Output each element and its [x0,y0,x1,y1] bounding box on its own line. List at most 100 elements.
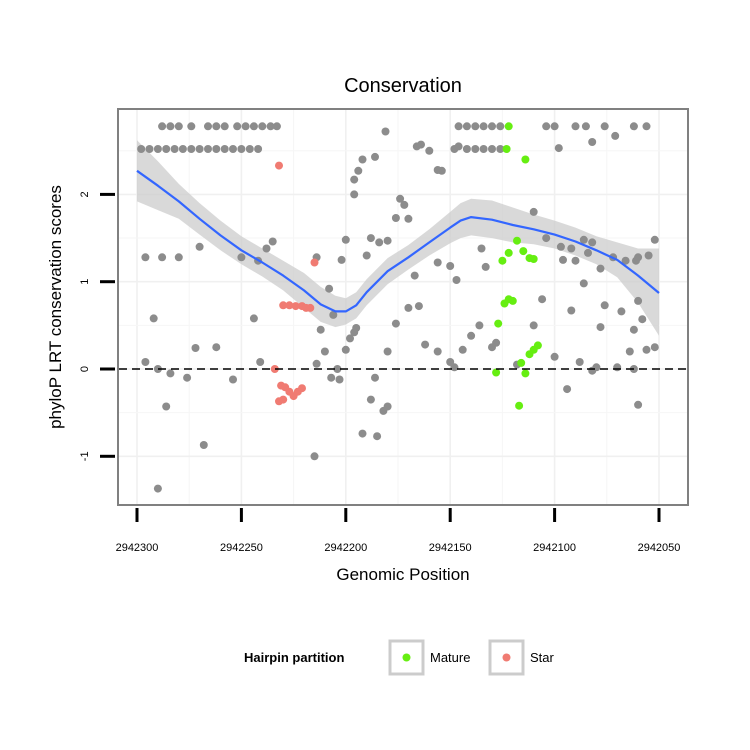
gray-point [350,328,359,337]
gray-point [204,122,212,131]
gray-point [358,429,367,438]
mature-point [529,255,538,263]
star-point [306,303,315,312]
mature-point [515,401,524,410]
gray-point [335,375,344,384]
gray-point [162,145,171,153]
gray-point [229,145,237,153]
gray-point [458,345,467,354]
gray-point [571,122,580,131]
gray-point [170,145,179,153]
legend: Hairpin partition Mature Star [244,639,555,676]
gray-point [613,363,622,372]
gray-point [596,264,605,273]
gray-point [596,323,605,332]
gray-point [371,373,379,382]
gray-point [550,352,559,361]
gray-point [174,253,183,262]
gray-point [137,145,146,153]
gray-point [212,122,221,131]
gray-point [187,145,196,153]
gray-point [629,325,638,334]
gray-point [621,256,630,265]
gray-point [241,122,250,131]
gray-point [220,145,229,153]
gray-point [191,344,200,352]
y-tick-label: 1 [79,279,91,285]
star-point [270,365,279,373]
gray-point [212,343,221,352]
x-tick-label: 2942150 [429,542,472,554]
gray-point [559,255,567,264]
gray-point [481,262,490,271]
gray-point [567,306,576,315]
gray-point [229,375,237,384]
gray-point [414,302,423,311]
gray-point [462,145,471,153]
gray-point [650,343,659,352]
gray-point [571,256,580,265]
gray-point [452,276,461,284]
gray-point [579,279,588,288]
gray-point [644,251,653,260]
gray-point [542,234,551,243]
gray-point [410,271,419,280]
gray-point [542,122,551,131]
mature-point [525,350,534,359]
gray-point [371,152,379,161]
gray-point [337,255,346,264]
confidence-band [137,140,659,336]
gray-point [350,175,359,184]
gray-point [258,122,267,131]
legend-label-star: Star [530,650,555,665]
gray-point [588,366,597,375]
chart-title: Conservation [344,75,462,97]
mature-point [508,296,517,305]
gray-point [634,400,643,409]
gray-point [433,347,442,356]
gray-point [362,251,371,260]
mature-point [521,369,530,378]
gray-point [437,166,446,175]
gray-point [404,214,413,223]
gray-point [162,402,171,411]
gray-point [262,244,271,253]
legend-item-star: Star [488,639,555,676]
gray-point [310,452,319,461]
star-point [298,384,306,393]
gray-point [642,345,651,354]
gray-point [375,238,384,247]
gray-point [366,395,375,404]
gray-point [383,347,392,356]
legend-label-mature: Mature [430,650,470,665]
star-point [310,258,319,267]
confidence-band-layer [137,140,659,336]
gray-point [204,145,212,153]
gray-point [611,131,620,140]
gray-point [391,214,400,222]
gray-point [383,402,392,411]
x-axis: 2942300 2942250 2942200 2942150 2942100 29420… [116,508,680,554]
gray-point [149,314,158,323]
gray-point [233,122,242,131]
gray-point [554,144,563,153]
gray-point [254,145,263,153]
gray-point [212,145,221,153]
gray-point [446,262,455,270]
gray-point [341,345,350,354]
gray-point [245,145,254,153]
gray-point [237,145,246,153]
gray-point [325,284,334,293]
gray-point [373,432,382,441]
gray-point [600,122,609,131]
gray-point [477,244,486,253]
gray-point [467,331,476,340]
gray-point [488,122,496,131]
gray-point [141,253,150,262]
gray-point [421,340,430,349]
gray-point [617,307,626,316]
gray-point [312,359,321,368]
partition-points [270,122,542,410]
gray-point [588,138,597,146]
smooth-line-layer [136,169,660,313]
